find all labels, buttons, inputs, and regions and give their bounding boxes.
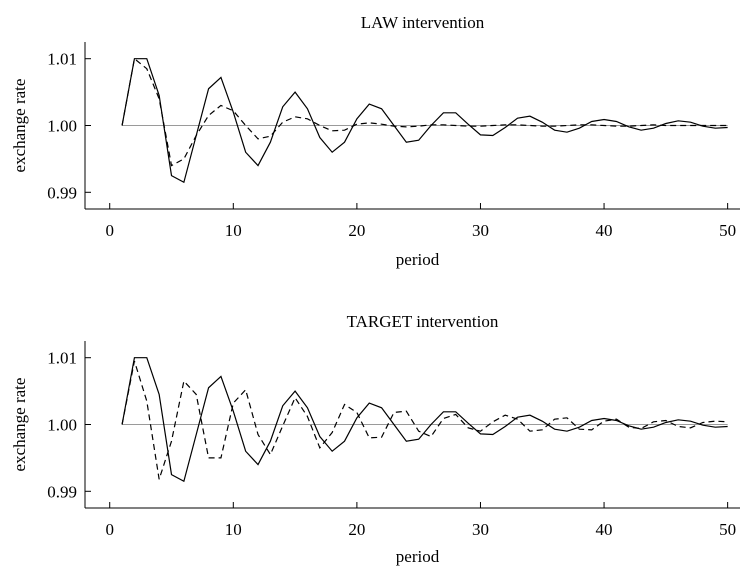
chart-title: LAW intervention xyxy=(361,13,485,32)
x-tick-label: 20 xyxy=(348,520,365,539)
y-tick-label: 1.00 xyxy=(47,117,77,136)
series-line-dashed xyxy=(121,360,728,480)
y-tick-label: 1.01 xyxy=(47,50,77,69)
y-axis-label: exchange rate xyxy=(10,79,29,173)
x-tick-label: 0 xyxy=(105,221,114,240)
series-line-solid xyxy=(121,58,728,184)
x-tick-label: 50 xyxy=(719,221,736,240)
y-tick-label: 1.00 xyxy=(47,416,77,435)
x-tick-label: 20 xyxy=(348,221,365,240)
y-tick-label: 0.99 xyxy=(47,482,77,501)
chart-title: TARGET intervention xyxy=(347,312,499,331)
series-line-dashed xyxy=(121,57,728,167)
x-tick-label: 50 xyxy=(719,520,736,539)
series-line-solid xyxy=(121,357,728,483)
x-tick-label: 0 xyxy=(105,520,114,539)
y-tick-label: 0.99 xyxy=(47,183,77,202)
x-tick-label: 30 xyxy=(472,221,489,240)
x-tick-label: 40 xyxy=(596,221,613,240)
y-axis-label: exchange rate xyxy=(10,378,29,472)
x-tick-label: 10 xyxy=(225,520,242,539)
x-axis-label: period xyxy=(396,250,440,269)
x-tick-label: 40 xyxy=(596,520,613,539)
x-tick-label: 10 xyxy=(225,221,242,240)
y-tick-label: 1.01 xyxy=(47,349,77,368)
x-axis-label: period xyxy=(396,547,440,566)
x-tick-label: 30 xyxy=(472,520,489,539)
